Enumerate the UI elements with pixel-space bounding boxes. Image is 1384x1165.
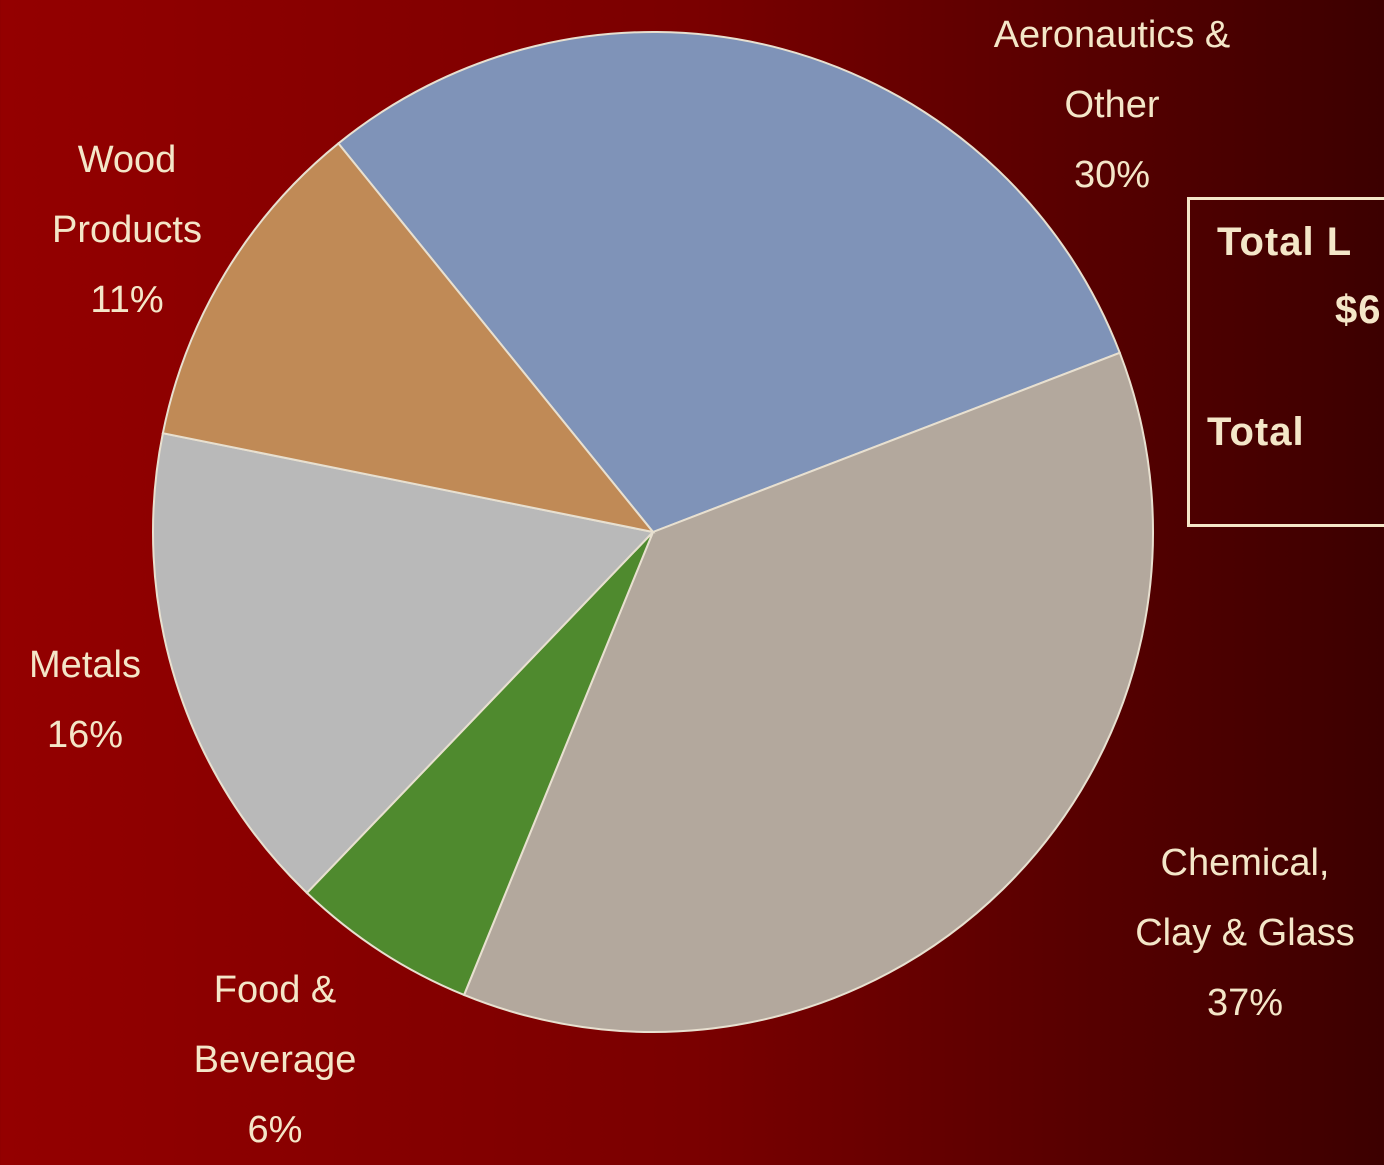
slice-name: Food & Beverage xyxy=(193,969,357,1081)
pie-slice xyxy=(161,142,656,534)
slice-label: Food & Beverage 6% xyxy=(175,955,375,1165)
slice-name: Chemical, Clay & Glass xyxy=(1135,842,1355,954)
slice-percent: 37% xyxy=(1206,982,1284,1024)
slice-percent: 30% xyxy=(1073,154,1151,196)
slice-name: Wood Products xyxy=(52,139,202,251)
slice-label: Aeronautics & Other 30% xyxy=(957,0,1267,210)
info-box: Total L $6 Total xyxy=(1187,197,1384,527)
info-line: Total xyxy=(1207,410,1305,454)
pie-slice xyxy=(305,531,654,997)
pie-slice xyxy=(462,351,1154,1033)
slice-name: Aeronautics & Other xyxy=(993,14,1231,126)
info-line: Total L xyxy=(1217,220,1353,264)
slice-percent: 16% xyxy=(46,714,124,756)
slice-label: Chemical, Clay & Glass 37% xyxy=(1120,828,1370,1038)
pie-slice xyxy=(336,31,1122,534)
pie-slice xyxy=(152,431,655,895)
slice-label: Wood Products 11% xyxy=(42,125,212,335)
slice-percent: 11% xyxy=(90,279,164,321)
slice-label: Metals 16% xyxy=(5,630,165,770)
slice-name: Metals xyxy=(29,644,141,686)
slice-percent: 6% xyxy=(247,1109,303,1151)
info-line: $6 xyxy=(1335,288,1382,332)
